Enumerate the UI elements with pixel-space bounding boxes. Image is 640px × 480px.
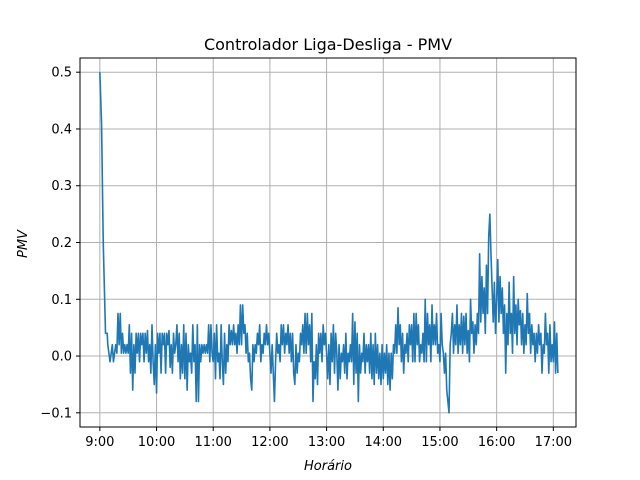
x-tick-label: 11:00: [194, 435, 231, 450]
x-axis-label: Horário: [304, 459, 352, 474]
series-line: [99, 72, 559, 414]
series-layer: [99, 72, 559, 414]
x-tick-label: 13:00: [308, 435, 345, 450]
chart-title: Controlador Liga-Desliga - PMV: [204, 35, 452, 54]
x-tick-label: 15:00: [421, 435, 458, 450]
y-tick-label: 0.4: [51, 122, 72, 137]
y-tick-label: 0.5: [51, 66, 72, 81]
x-tick-label: 16:00: [478, 435, 515, 450]
y-tick-label: 0.3: [51, 179, 72, 194]
x-tick-label: 12:00: [251, 435, 288, 450]
x-tick-label: 17:00: [535, 435, 572, 450]
x-tick-label: 9:00: [85, 435, 114, 450]
y-tick-label: −0.1: [40, 406, 72, 421]
y-tick-label: 0.1: [51, 293, 72, 308]
y-tick-label: 0.2: [51, 236, 72, 251]
x-axis-ticks: 9:00 10:00 11:00 12:00 13:00 14:00 15:00 16:00 1…: [85, 427, 572, 450]
y-axis-label: PMV: [16, 229, 31, 258]
x-tick-label: 10:00: [138, 435, 175, 450]
y-axis-ticks: −0.1 0.0 0.1 0.2 0.3 0.4 0.5: [40, 66, 80, 421]
x-tick-label: 14:00: [365, 435, 402, 450]
y-tick-label: 0.0: [51, 350, 72, 365]
